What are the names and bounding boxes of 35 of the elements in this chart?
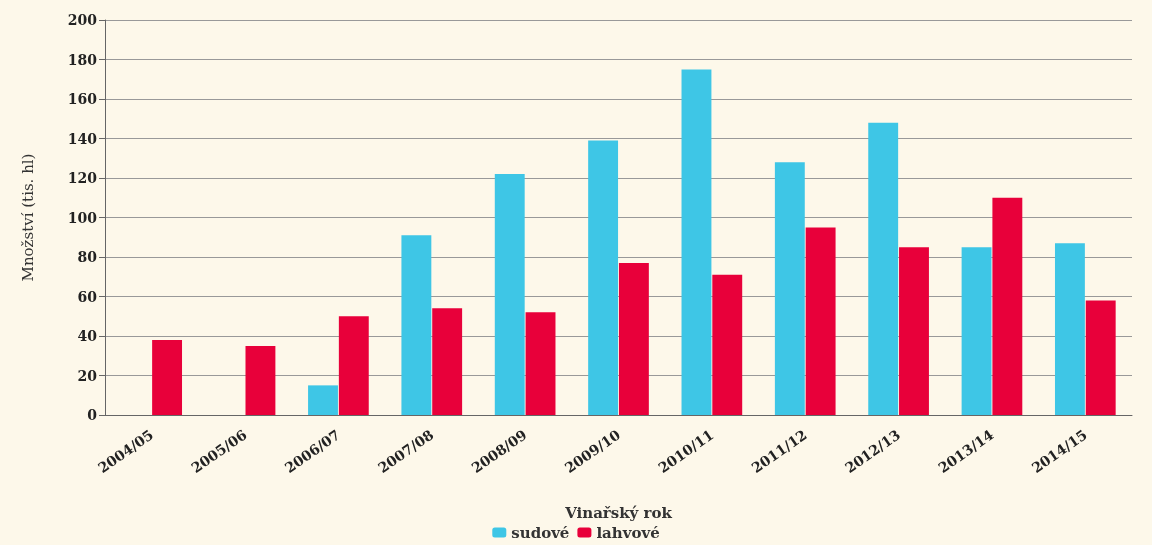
bar — [712, 274, 743, 415]
legend-label: lahvové — [596, 523, 660, 542]
bar — [245, 345, 276, 415]
bar — [899, 247, 929, 415]
bar — [992, 197, 1023, 415]
legend-label: sudové — [511, 523, 570, 542]
y-tick-label: 80 — [77, 249, 98, 265]
y-tick-label: 180 — [67, 51, 98, 68]
bar — [432, 308, 463, 415]
bar — [588, 140, 619, 415]
bar — [525, 312, 556, 415]
y-tick-label: 60 — [77, 288, 98, 305]
bar — [152, 339, 183, 415]
y-tick-label: 140 — [67, 130, 98, 147]
bar — [805, 227, 836, 415]
bar — [868, 122, 899, 415]
bar — [774, 162, 805, 415]
y-tick-label: 0 — [87, 407, 98, 423]
y-tick-label: 100 — [67, 209, 98, 226]
bar — [1085, 300, 1116, 415]
bar — [308, 385, 338, 415]
bar — [494, 174, 525, 415]
bar — [338, 316, 369, 415]
bar — [618, 262, 649, 415]
x-axis-title: Vinařský rok — [564, 503, 673, 522]
y-tick-label: 120 — [67, 170, 98, 186]
y-tick-label: 160 — [67, 91, 98, 107]
y-tick-label: 200 — [67, 12, 98, 28]
y-axis-title: Množství (tis. hl) — [18, 153, 37, 282]
bar — [961, 247, 992, 415]
bar — [401, 235, 432, 415]
bar — [681, 69, 712, 415]
y-tick-label: 40 — [77, 328, 98, 344]
bar — [1054, 243, 1085, 415]
y-tick-label: 20 — [77, 367, 98, 384]
